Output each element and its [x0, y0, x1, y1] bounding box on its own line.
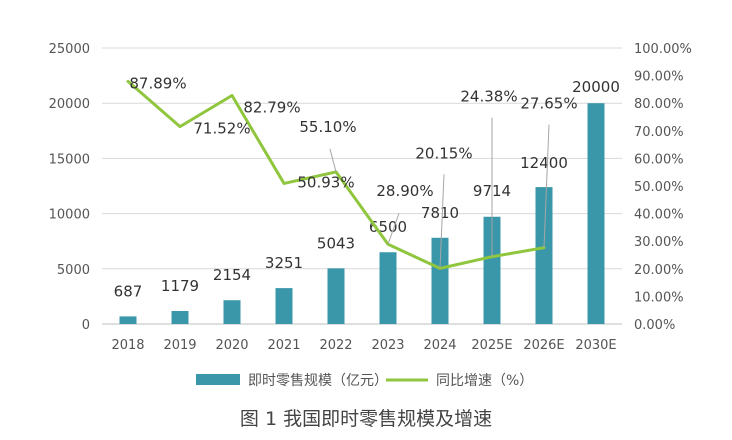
y-right-tick-label: 10.00% [634, 290, 684, 305]
leader-line [543, 124, 550, 248]
x-tick-label: 2023 [371, 338, 404, 353]
y-right-tick-label: 70.00% [634, 125, 684, 140]
y-right-tick-label: 90.00% [634, 70, 684, 85]
y-right-tick-label: 100.00% [634, 42, 692, 57]
y-left-tick-label: 15000 [49, 152, 90, 167]
bar-data-label: 5043 [317, 234, 355, 252]
y-right-tick-label: 60.00% [634, 152, 684, 167]
bar-data-label: 2154 [213, 266, 251, 284]
line-data-label: 71.52% [193, 120, 250, 138]
y-left-tick-label: 0 [82, 318, 90, 333]
bar [275, 288, 293, 324]
leader-lines [329, 117, 550, 269]
bar [171, 310, 189, 324]
bar [431, 237, 449, 324]
y-right-tick-label: 50.00% [634, 180, 684, 195]
bar [483, 216, 501, 324]
line-data-label: 24.38% [460, 88, 517, 106]
y-right-tick-label: 30.00% [634, 235, 684, 250]
x-tick-label: 2022 [319, 338, 352, 353]
x-tick-label: 2025E [471, 338, 512, 353]
bar-data-label: 20000 [572, 78, 620, 96]
legend-label-bar: 即时零售规模（亿元） [248, 373, 388, 389]
y-left-tick-label: 25000 [49, 42, 90, 57]
bar-data-label: 687 [114, 282, 143, 300]
figure-caption: 图 1 我国即时零售规模及增速 [239, 408, 493, 430]
bar-series [119, 103, 605, 324]
bar-data-label: 1179 [161, 277, 199, 295]
chart: 0 5000 10000 15000 20000 25000 0.00% 10.00% 20.… [49, 42, 692, 389]
line-data-label: 28.90% [376, 182, 433, 200]
bar [587, 103, 605, 324]
bar [327, 268, 345, 324]
line-data-label: 55.10% [299, 118, 356, 136]
x-tick-label: 2018 [111, 338, 144, 353]
bar-data-label: 7810 [421, 204, 459, 222]
y-right-tick-label: 80.00% [634, 97, 684, 112]
x-tick-label: 2020 [215, 338, 248, 353]
legend-swatch-bar [196, 374, 240, 385]
x-axis: 2018 2019 2020 2021 2022 2023 2024 2025E 2026E 20… [102, 323, 622, 353]
bar-data-label: 12400 [520, 154, 568, 172]
bar-data-labels: 687 1179215432515043650078109714124002000… [114, 78, 620, 300]
line-data-label: 50.93% [297, 173, 354, 191]
bar [223, 300, 241, 324]
bar [119, 316, 137, 324]
y-axis-right: 0.00% 10.00% 20.00% 30.00% 40.00% 50.00% 60.00… [634, 42, 692, 333]
y-axis-left: 0 5000 10000 15000 20000 25000 [49, 42, 90, 333]
y-right-tick-label: 40.00% [634, 208, 684, 223]
leader-line [387, 213, 400, 245]
y-left-tick-label: 5000 [57, 263, 90, 278]
x-tick-label: 2021 [267, 338, 300, 353]
x-tick-label: 2019 [163, 338, 196, 353]
line-data-label: 87.89% [129, 74, 186, 92]
leader-line [329, 148, 337, 173]
y-left-tick-label: 20000 [49, 97, 90, 112]
x-tick-label: 2030E [575, 338, 616, 353]
bar [379, 252, 397, 324]
line-data-labels: 87.89% 71.52% 82.79% 50.93% 55.10% 28.90% 20.1… [129, 74, 577, 200]
line-data-label: 20.15% [415, 144, 472, 162]
y-right-tick-label: 20.00% [634, 263, 684, 278]
legend-label-line: 同比增速（%） [436, 373, 533, 389]
x-tick-label: 2024 [423, 338, 456, 353]
line-data-label: 27.65% [520, 95, 577, 113]
x-tick-label: 2026E [523, 338, 564, 353]
gridlines [102, 47, 622, 270]
y-left-tick-label: 10000 [49, 208, 90, 223]
leader-line [439, 174, 445, 269]
bar [535, 187, 553, 324]
legend: 即时零售规模（亿元） 同比增速（%） [196, 373, 533, 389]
line-data-label: 82.79% [243, 98, 300, 116]
bar-data-label: 3251 [265, 254, 303, 272]
y-right-tick-label: 0.00% [634, 318, 675, 333]
